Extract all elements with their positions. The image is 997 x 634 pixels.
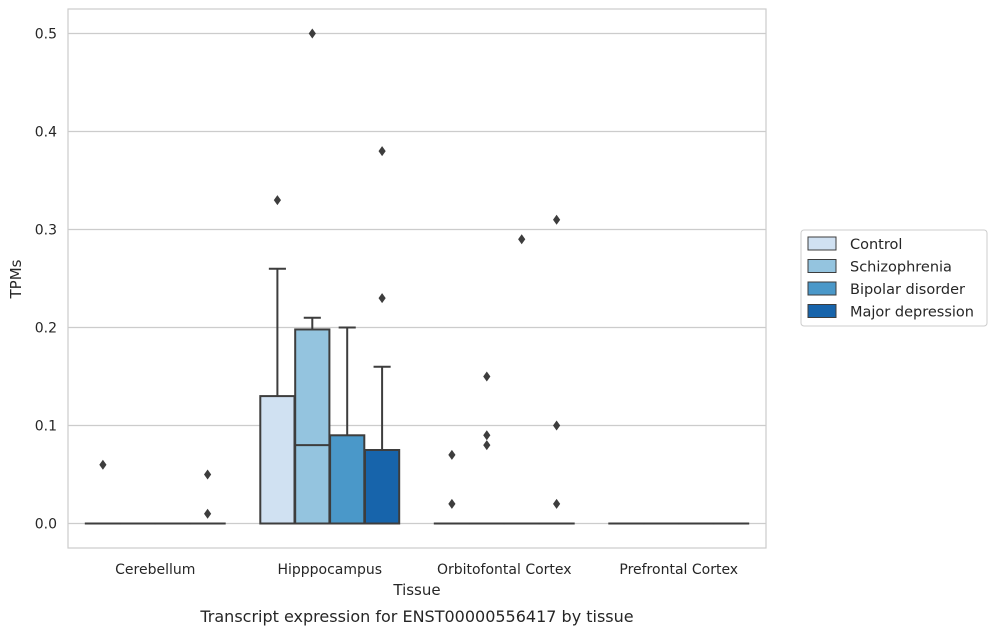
- y-tick-label: 0.2: [35, 321, 57, 337]
- legend-swatch: [807, 281, 837, 296]
- y-tick-label: 0.0: [35, 517, 57, 533]
- y-tick-label: 0.4: [35, 125, 57, 141]
- legend: Control Schizophrenia Bipolar disorder Majo…: [800, 229, 988, 327]
- outlier-point: [378, 146, 386, 157]
- box: [259, 395, 296, 525]
- box: [329, 434, 366, 525]
- outlier-point: [308, 28, 316, 39]
- outlier-point: [204, 508, 212, 519]
- outlier-point: [273, 195, 281, 206]
- x-tick-label: Prefrontal Cortex: [619, 562, 738, 578]
- outlier-point: [553, 214, 561, 225]
- outlier-point: [448, 498, 456, 509]
- outlier-point: [378, 293, 386, 304]
- legend-label: Schizophrenia: [850, 260, 952, 276]
- legend-swatch: [807, 304, 837, 318]
- outlier-point: [553, 420, 561, 431]
- x-axis-label: Tissue: [392, 581, 440, 599]
- outlier-point: [448, 449, 456, 460]
- outlier-point: [483, 430, 491, 441]
- y-axis-label: TPMs: [7, 259, 25, 299]
- y-axis-ticks: 0.0 0.1 0.2 0.3 0.4 0.5: [35, 27, 57, 533]
- x-axis-ticks: Cerebellum Hipppocampus Orbitofontal Corte…: [115, 562, 738, 578]
- outlier-point: [204, 469, 212, 480]
- x-tick-label: Cerebellum: [115, 562, 195, 578]
- grid-lines: [68, 32, 766, 525]
- legend-frame: [800, 229, 988, 327]
- legend-swatch: [807, 259, 837, 273]
- legend-label: Major depression: [850, 305, 974, 321]
- x-tick-label: Orbitofontal Cortex: [437, 562, 572, 578]
- y-tick-label: 0.5: [35, 27, 57, 43]
- x-tick-label: Hipppocampus: [277, 562, 382, 578]
- box-elements: [84, 28, 750, 525]
- outlier-point: [553, 498, 561, 509]
- y-tick-label: 0.1: [35, 419, 57, 435]
- legend-swatch: [807, 236, 837, 251]
- outlier-point: [518, 234, 526, 245]
- box: [363, 449, 401, 525]
- y-tick-label: 0.3: [35, 223, 57, 239]
- legend-label: Bipolar disorder: [850, 282, 965, 298]
- plot-area-frame: [67, 8, 767, 549]
- box: [294, 328, 331, 525]
- legend-label: Control: [850, 237, 902, 253]
- chart-caption: Transcript expression for ENST0000055641…: [199, 607, 633, 626]
- outlier-point: [483, 371, 491, 382]
- outlier-point: [99, 459, 107, 470]
- outlier-point: [483, 440, 491, 451]
